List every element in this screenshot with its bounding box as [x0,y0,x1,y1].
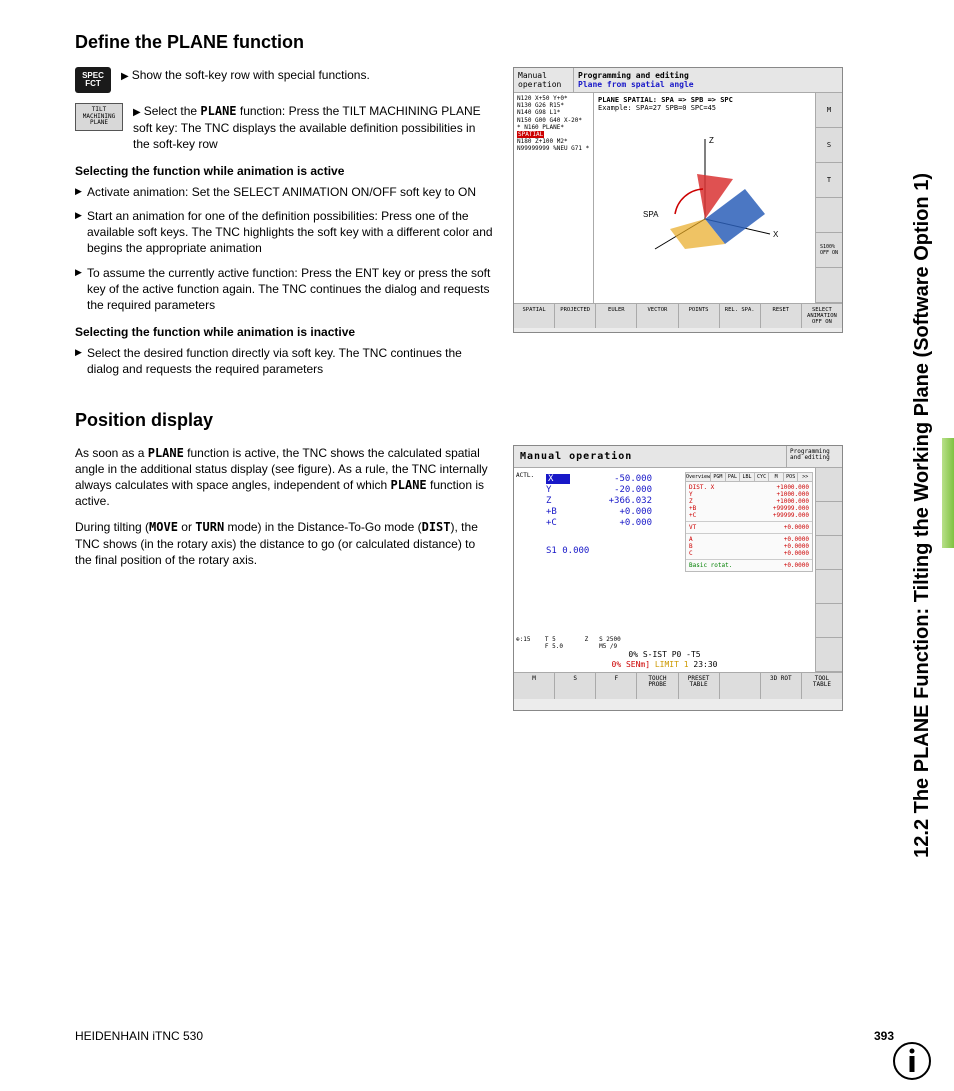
side-title: 12.2 The PLANE Function: Tilting the Wor… [904,30,940,1001]
pos-para-1: As soon as a PLANE function is active, t… [75,445,495,510]
step2-text: ▶Select the PLANE function: Press the TI… [133,103,495,152]
page-footer: HEIDENHAIN iTNC 530 393 [75,1029,894,1043]
svg-text:X: X [773,230,779,239]
softkey-select-animation[interactable]: SELECT ANIMATION OFF ON [802,304,842,328]
mode-label: Manual operation [514,446,786,467]
spec-fct-key-icon: SPEC FCT [75,67,111,93]
page-number: 393 [874,1029,894,1043]
softkey-vector[interactable]: VECTOR [637,304,678,328]
subhead-anim-active: Selecting the function while animation i… [75,164,495,178]
softkey-touch-probe[interactable]: TOUCH PROBE [637,673,678,699]
s-button[interactable]: S [816,128,842,163]
svg-text:Z: Z [709,136,714,145]
tilt-machining-plane-key-icon: TILT MACHINING PLANE [75,103,123,131]
status-info-panel: OverviewPGMPALLBLCYCMPOS>> DIST. X+1000.… [685,472,813,572]
svg-text:SPA: SPA [643,210,659,219]
bullets-anim-inactive: Select the desired function directly via… [75,345,495,377]
m-button[interactable]: M [816,93,842,128]
softkey-bar: SPATIAL PROJECTED EULER VECTOR POINTS RE… [514,303,842,328]
right-button-bar: M S T S100%OFF ON [816,93,842,303]
softkey-relspa[interactable]: REL. SPA. [720,304,761,328]
softkey-reset[interactable]: RESET [761,304,802,328]
position-panel: ACTL. X-50.000 Y-20.000 Z+366.032 +B+0.0… [514,468,816,672]
bullets-anim-active: Activate animation: Set the SELECT ANIMA… [75,184,495,313]
softkey-tool-table[interactable]: TOOL TABLE [802,673,842,699]
footer-product: HEIDENHAIN iTNC 530 [75,1029,203,1043]
pos-para-2: During tilting (MOVE or TURN mode) in th… [75,519,495,568]
screenshot-position-display: Manual operation Programming and editing… [513,445,843,711]
softkey-m[interactable]: M [514,673,555,699]
info-icon [892,1041,932,1081]
screenshot-plane-definition: Manual operation Programming and editing… [513,67,843,333]
mode-label: Manual operation [514,68,574,92]
t-button[interactable]: T [816,163,842,198]
softkey-f[interactable]: F [596,673,637,699]
softkey-s[interactable]: S [555,673,596,699]
subhead-anim-inactive: Selecting the function while animation i… [75,325,495,339]
screen-title: Programming and editing Plane from spati… [574,68,842,92]
section-tab [942,438,954,548]
softkey-3drot[interactable]: 3D ROT [761,673,802,699]
softkey-euler[interactable]: EULER [596,304,637,328]
plane-preview-panel: PLANE SPATIAL: SPA => SPB => SPC Example… [594,93,816,303]
softkey-preset-table[interactable]: PRESET TABLE [679,673,720,699]
nc-code-panel: N120 X+50 Y+0* N130 G26 R15* N140 G98 L1… [514,93,594,303]
heading-define-plane: Define the PLANE function [75,32,894,53]
softkey-points[interactable]: POINTS [679,304,720,328]
plane-3d-icon: Z X SPA [625,119,785,269]
softkey-bar: M S F TOUCH PROBE PRESET TABLE 3D ROT TO… [514,672,842,699]
softkey-spatial[interactable]: SPATIAL [514,304,555,328]
step1-text: ▶Show the soft-key row with special func… [121,67,495,84]
softkey-projected[interactable]: PROJECTED [555,304,596,328]
heading-position-display: Position display [75,410,894,431]
